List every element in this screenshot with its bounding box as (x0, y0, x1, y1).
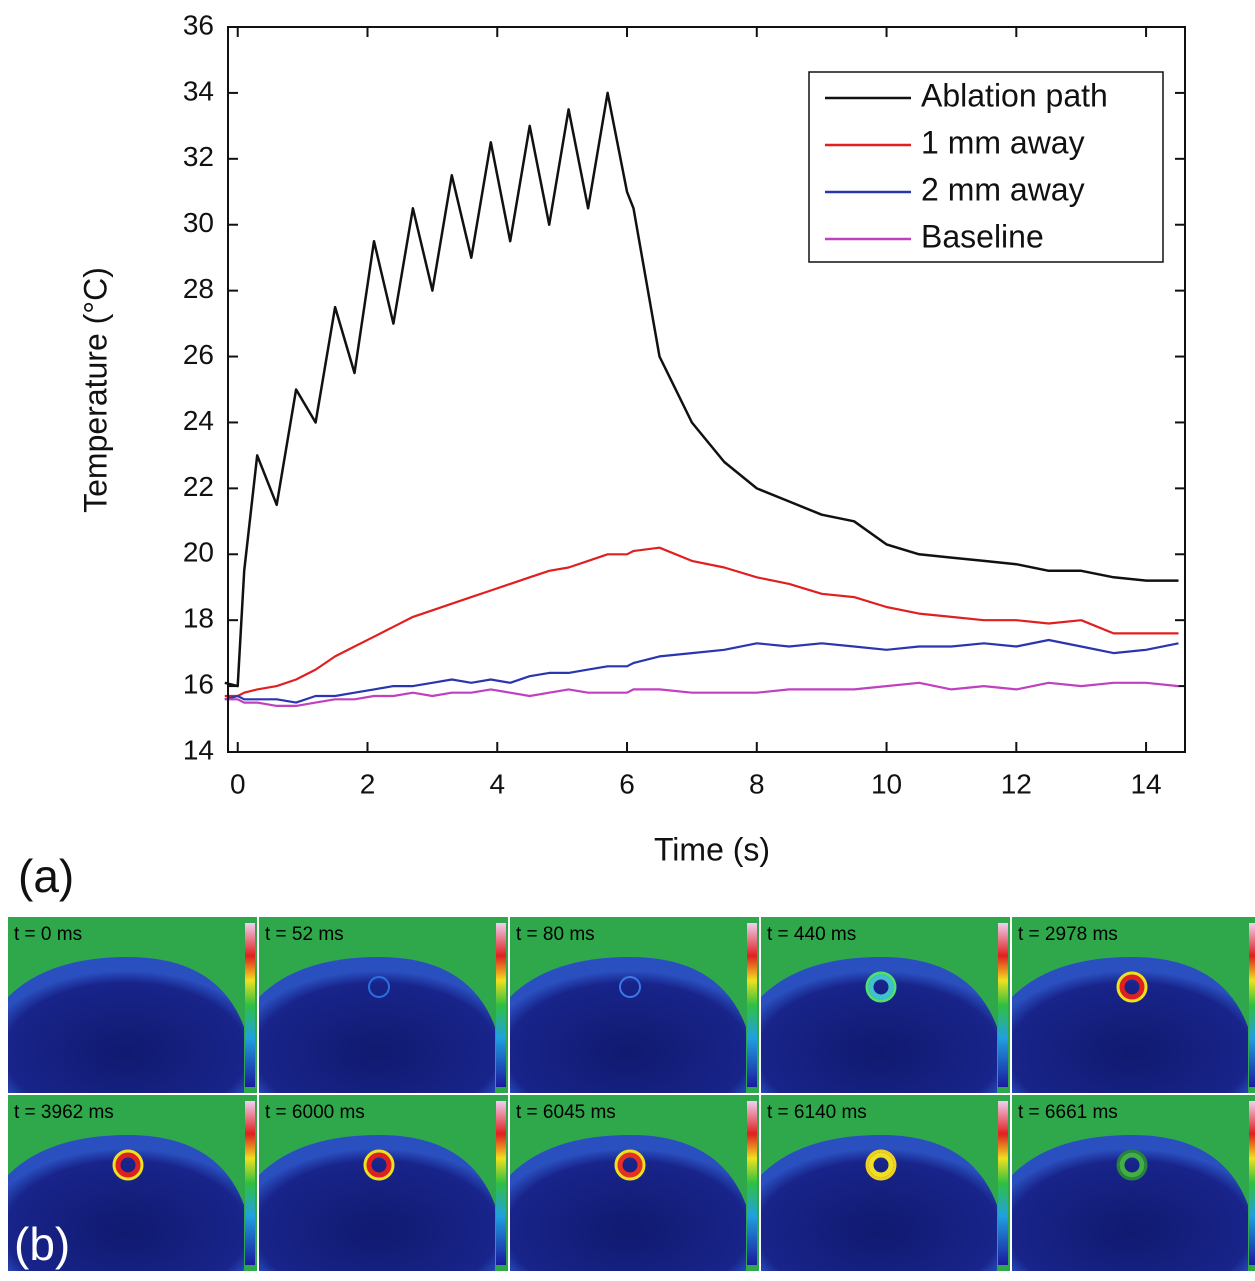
series-line (224, 681, 1179, 707)
hot-spot-ring (614, 1149, 646, 1181)
y-tick-label: 18 (183, 603, 214, 634)
frame-label: t = 6661 ms (1018, 1102, 1118, 1123)
legend-box (808, 71, 1164, 263)
y-tick-label: 20 (183, 537, 214, 568)
y-tick-label: 30 (183, 207, 214, 238)
x-axis-label: Time (s) (654, 831, 770, 867)
color-bar (245, 1101, 255, 1265)
y-tick-label: 14 (183, 734, 214, 765)
panel-label: (b) (14, 1218, 70, 1270)
hot-spot-ring (1116, 971, 1148, 1003)
hot-spot-ring (865, 1149, 897, 1181)
thermal-dome (8, 1135, 244, 1271)
y-tick-label: 32 (183, 141, 214, 172)
legend-label: 2 mm away (921, 171, 1085, 207)
y-tick-label: 16 (183, 668, 214, 699)
hot-spot (366, 1152, 392, 1178)
color-bar (1249, 1101, 1255, 1265)
frame-label: t = 52 ms (265, 924, 344, 945)
thermal-dome (1012, 957, 1248, 1093)
frame-label: t = 6000 ms (265, 1102, 365, 1123)
legend-label: Baseline (921, 218, 1044, 254)
frame-label: t = 2978 ms (1018, 924, 1118, 945)
hot-spot-ring (363, 1149, 395, 1181)
hot-spot-ring (1116, 1149, 1148, 1181)
y-tick-label: 26 (183, 339, 214, 370)
frame-label: t = 6140 ms (767, 1102, 867, 1123)
hot-spot (868, 974, 894, 1000)
thermal-dome (259, 957, 495, 1093)
y-tick-label: 34 (183, 75, 214, 106)
series-line (224, 91, 1179, 688)
hot-spot (619, 976, 641, 998)
color-bar (747, 1101, 757, 1265)
x-tick-label: 8 (749, 768, 765, 799)
x-tick-label: 14 (1130, 768, 1161, 799)
y-tick-label: 36 (183, 9, 214, 40)
color-bar (1249, 923, 1255, 1087)
color-bar (245, 923, 255, 1087)
thermal-dome (1012, 1135, 1248, 1271)
frame-label: t = 80 ms (516, 924, 595, 945)
series-line (224, 638, 1179, 704)
hot-spot (1119, 1152, 1145, 1178)
x-tick-label: 12 (1001, 768, 1032, 799)
frame-label: t = 440 ms (767, 924, 856, 945)
y-axis-label: Temperature (°C) (77, 267, 113, 513)
x-tick-label: 4 (489, 768, 505, 799)
color-bar (496, 1101, 506, 1265)
y-tick-label: 28 (183, 273, 214, 304)
hot-spot (115, 1152, 141, 1178)
color-bar (998, 923, 1008, 1087)
hot-spot-ring (112, 1149, 144, 1181)
x-tick-label: 10 (871, 768, 902, 799)
thermal-dome (8, 957, 244, 1093)
hot-spot (617, 1152, 643, 1178)
frame-label: t = 6045 ms (516, 1102, 616, 1123)
frame-label: t = 3962 ms (14, 1102, 114, 1123)
series-line (224, 546, 1179, 698)
x-tick-label: 2 (360, 768, 376, 799)
thermal-dome (761, 1135, 997, 1271)
panel-label: (a) (18, 850, 74, 902)
frame-label: t = 0 ms (14, 924, 82, 945)
thermal-dome (510, 1135, 746, 1271)
plot-frame (227, 26, 1186, 753)
thermal-dome (259, 1135, 495, 1271)
hot-spot (1119, 974, 1145, 1000)
x-tick-label: 0 (230, 768, 246, 799)
x-tick-label: 6 (619, 768, 635, 799)
legend-label: Ablation path (921, 77, 1108, 113)
y-tick-label: 22 (183, 471, 214, 502)
color-bar (747, 923, 757, 1087)
legend-label: 1 mm away (921, 124, 1085, 160)
color-bar (998, 1101, 1008, 1265)
thermal-dome (510, 957, 746, 1093)
hot-spot (368, 976, 390, 998)
hot-spot (868, 1152, 894, 1178)
hot-spot-ring (865, 971, 897, 1003)
thermal-dome (761, 957, 997, 1093)
color-bar (496, 923, 506, 1087)
y-tick-label: 24 (183, 405, 214, 436)
